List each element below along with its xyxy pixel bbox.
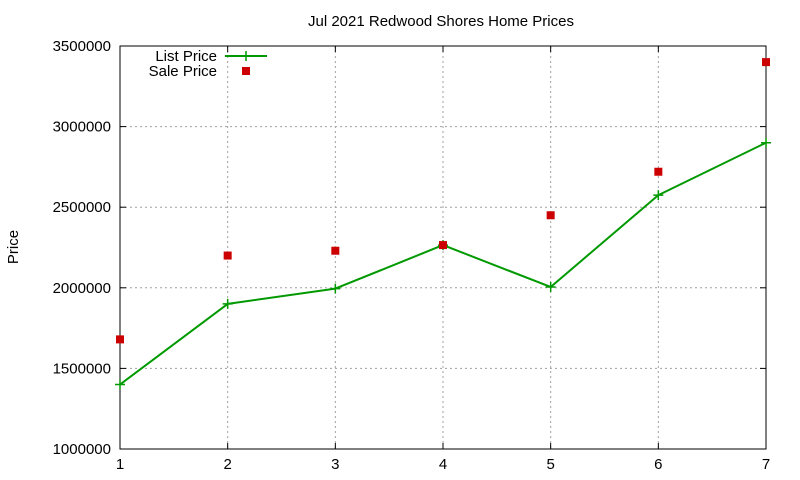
y-tick-label: 2500000 xyxy=(53,199,111,216)
list-price-point xyxy=(545,281,556,292)
chart-title: Jul 2021 Redwood Shores Home Prices xyxy=(308,13,574,30)
x-tick-label: 7 xyxy=(762,456,770,473)
y-tick-label: 3000000 xyxy=(53,119,111,136)
y-tick-label: 1500000 xyxy=(53,360,111,377)
x-tick-label: 2 xyxy=(223,456,231,473)
list-price-point xyxy=(222,298,233,309)
list-price-point xyxy=(653,190,664,201)
list-price-point xyxy=(761,137,771,148)
list-price-point xyxy=(330,283,341,294)
series-layer xyxy=(115,58,771,390)
legend: List Price Sale Price xyxy=(149,48,267,80)
legend-marker-list-price xyxy=(241,51,251,61)
axis-ticks: 1 2 3 4 5 6 7 1000000 1500000 2000000 2500000 30000… xyxy=(53,38,771,473)
series-line-list-price xyxy=(119,141,767,386)
x-tick-label: 1 xyxy=(116,456,124,473)
legend-label-sale-price: Sale Price xyxy=(149,63,217,80)
sale-price-point xyxy=(762,58,770,67)
x-tick-label: 5 xyxy=(546,456,554,473)
sale-price-point xyxy=(654,167,663,176)
x-tick-label: 3 xyxy=(331,456,339,473)
sale-price-point xyxy=(223,251,232,260)
list-price-point xyxy=(115,379,125,390)
legend-marker-sale-price xyxy=(242,67,250,75)
sale-price-point xyxy=(116,335,124,344)
x-tick-label: 6 xyxy=(654,456,662,473)
y-tick-label: 1000000 xyxy=(53,441,111,458)
sale-price-point xyxy=(546,211,555,220)
sale-price-point xyxy=(439,241,447,250)
y-tick-label: 3500000 xyxy=(53,38,111,55)
y-axis-label: Price xyxy=(5,230,22,264)
y-tick-label: 2000000 xyxy=(53,280,111,297)
sale-price-point xyxy=(331,246,340,255)
x-tick-label: 4 xyxy=(439,456,447,473)
legend-label-list-price: List Price xyxy=(155,48,217,65)
